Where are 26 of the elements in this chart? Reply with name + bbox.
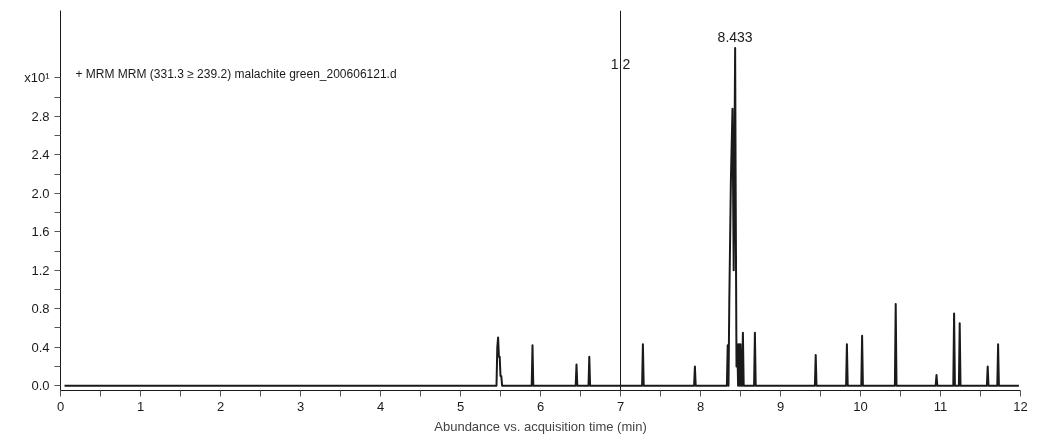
x-tick-label: 5 [456, 398, 465, 414]
x-tick-label: 12 [1013, 398, 1028, 414]
x-tick-label: 11 [933, 398, 948, 414]
annotation: 8.433 [717, 29, 753, 46]
y-tick-label: 0.8 [31, 301, 50, 317]
y-tick-label: 0.4 [31, 339, 50, 355]
x-tick-label: 4 [376, 398, 385, 414]
annotation: + MRM MRM (331.3 ≥ 239.2) malachite green_200606121.d [75, 66, 397, 81]
x-axis-title: Abundance vs. acquisition time (min) [434, 418, 647, 434]
y-tick-label: 2.0 [31, 185, 50, 201]
x-tick-label: 0 [56, 398, 65, 414]
x-tick-label: 3 [296, 398, 305, 414]
x-tick-label: 7 [616, 398, 625, 414]
y-tick-label: 1.6 [31, 224, 50, 240]
x-tick-label: 2 [216, 398, 225, 414]
y-tick-label: 2.4 [31, 147, 50, 163]
annotation: 1 2 [610, 55, 631, 72]
x-tick-label: 10 [853, 398, 868, 414]
y-tick-label: 1.2 [31, 262, 50, 278]
x-tick-label: 8 [696, 398, 705, 414]
x-tick-label: 9 [776, 398, 785, 414]
y-tick-label: 0.0 [31, 378, 50, 394]
y-tick-label: x10¹ [24, 70, 51, 86]
x-tick-label: 1 [136, 398, 145, 414]
y-tick-label: 2.8 [31, 108, 50, 124]
x-tick-label: 6 [536, 398, 545, 414]
